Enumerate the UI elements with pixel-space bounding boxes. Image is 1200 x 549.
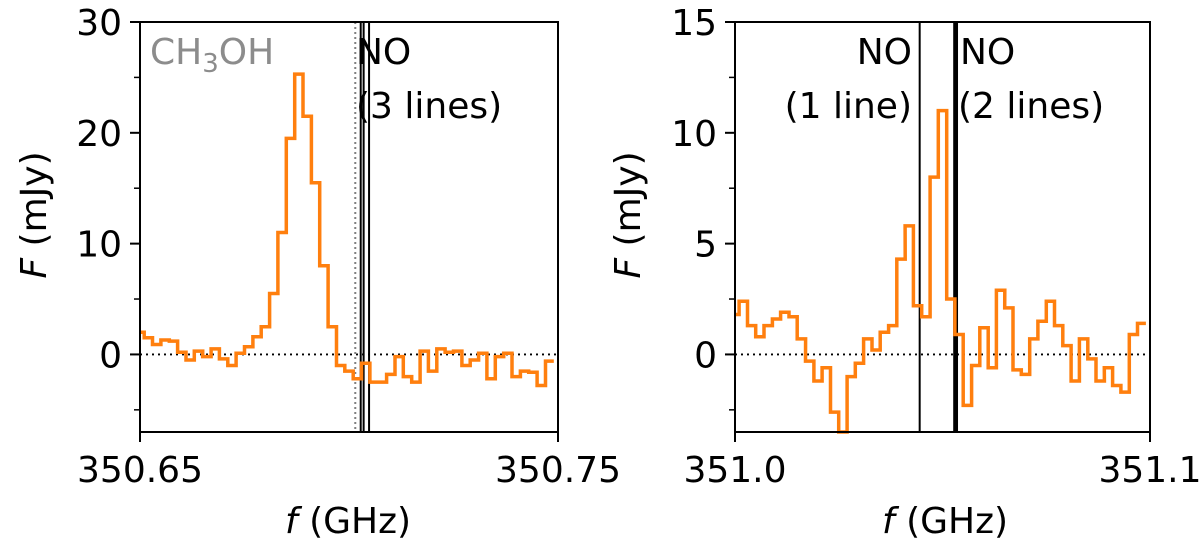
spectrum-step-line [735,108,1146,434]
x-axis-label: f (GHz) [882,501,1008,542]
y-axis-label: F (mJy) [608,151,649,278]
y-axis-label: F (mJy) [14,151,55,278]
no-left-label-line1: NO [857,32,912,73]
y-tick-label: 0 [99,335,122,376]
no-right-label-line2: (2 lines) [958,86,1104,127]
x-tick-label: 350.65 [77,450,203,491]
no-right-label-line1: NO [960,32,1015,73]
spectrum-step-line [140,72,554,388]
ch3oh-label: CH3OH [150,32,274,79]
left-spectrum-panel: 0 10 20 30 350.65 350.75 CH3OH NO (3 lines) f… [14,3,621,542]
line-markers [918,22,959,432]
no-label-line1: NO [356,32,411,73]
plot-frame [734,21,1151,433]
y-tick-label: 20 [76,114,122,155]
tick-labels: 0 10 20 30 350.65 350.75 [76,3,621,491]
spectrum-series [140,72,554,388]
no-left-label-line2: (1 line) [785,86,912,127]
y-tick-label: 5 [694,225,717,266]
x-tick-label: 351.1 [1098,450,1200,491]
x-axis-label: f (GHz) [285,501,411,542]
y-tick-label: 0 [694,335,717,376]
axis-ticks [725,21,1151,442]
right-spectrum-panel: 0 5 10 15 351.0 351.1 NO (1 line) NO (2 lines… [608,3,1200,542]
spectrum-series [735,108,1146,434]
y-tick-label: 15 [671,3,717,44]
tick-labels: 0 5 10 15 351.0 351.1 [671,3,1200,491]
no-label-line2: (3 lines) [356,86,502,127]
y-tick-label: 10 [671,114,717,155]
x-tick-label: 350.75 [495,450,621,491]
plot-frame [139,21,559,433]
x-tick-label: 351.0 [683,450,786,491]
y-tick-label: 30 [76,3,122,44]
y-tick-label: 10 [76,225,122,266]
